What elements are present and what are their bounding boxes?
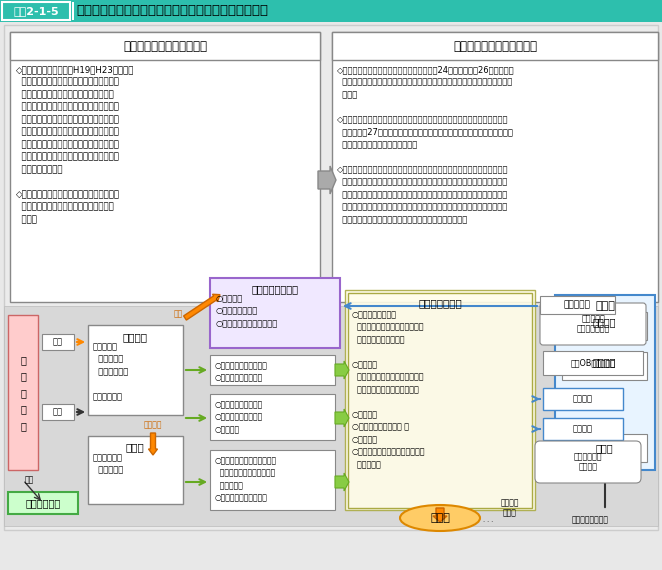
FancyBboxPatch shape [562, 352, 647, 380]
FancyBboxPatch shape [562, 312, 647, 340]
Text: …: … [482, 511, 495, 524]
FancyBboxPatch shape [88, 325, 183, 415]
FancyBboxPatch shape [2, 2, 70, 20]
Text: ○広報誌や商工団体への協力
  依頼による企業からの仕事
  の発注促進
○官公庫の発注促進など: ○広報誌や商工団体への協力 依頼による企業からの仕事 の発注促進 ○官公庫の発注… [215, 456, 277, 503]
Text: 共同受注窓口組織: 共同受注窓口組織 [252, 284, 299, 294]
Text: 工賃向上計画による取組み: 工賃向上計画による取組み [453, 39, 537, 52]
Text: 利用者: 利用者 [430, 513, 450, 523]
FancyBboxPatch shape [540, 296, 615, 314]
FancyBboxPatch shape [4, 306, 658, 526]
FancyArrow shape [433, 508, 447, 522]
FancyArrow shape [335, 409, 349, 427]
Text: ○窓口業務
○あっせん・仲介
○品質管理・技術的支援等: ○窓口業務 ○あっせん・仲介 ○品質管理・技術的支援等 [215, 294, 277, 328]
FancyBboxPatch shape [10, 32, 320, 60]
FancyBboxPatch shape [4, 25, 658, 530]
FancyBboxPatch shape [332, 32, 658, 302]
FancyBboxPatch shape [42, 404, 74, 420]
Text: 図表2-1-5: 図表2-1-5 [13, 6, 59, 16]
Text: ○仕事のあっせん・仲介
○仕事内容の情報提供: ○仕事のあっせん・仲介 ○仕事内容の情報提供 [215, 361, 268, 382]
Text: 連携: 連携 [25, 475, 34, 484]
Text: 都道府県: 都道府県 [122, 332, 148, 342]
Text: 就労支援事業所: 就労支援事業所 [418, 298, 462, 308]
Text: ハローワーク: ハローワーク [25, 498, 61, 508]
Text: 設置: 設置 [173, 310, 183, 319]
FancyBboxPatch shape [88, 436, 183, 504]
Text: 指針: 指針 [53, 408, 63, 417]
Text: ○コンサルタント派遣
○企業との交流の促進
○人材育成: ○コンサルタント派遣 ○企業との交流の促進 ○人材育成 [215, 400, 263, 434]
FancyBboxPatch shape [8, 492, 78, 514]
Text: 産業団体: 産業団体 [592, 357, 616, 367]
Text: ◇工賃倍増５か年計画（H19～H23）では、
  都道府県レベルでの計画作成・関係機関や
  商工団体等の関係者との連携体制の確立
  等に力点を置き、工賃向上: ◇工賃倍増５か年計画（H19～H23）では、 都道府県レベルでの計画作成・関係機… [16, 65, 134, 224]
FancyArrow shape [183, 294, 220, 320]
FancyArrow shape [335, 473, 349, 491]
FancyArrow shape [335, 361, 349, 379]
Ellipse shape [400, 505, 480, 531]
FancyBboxPatch shape [210, 278, 340, 348]
Text: 経済団体: 経済団体 [592, 317, 616, 327]
FancyBboxPatch shape [345, 290, 535, 510]
FancyBboxPatch shape [10, 32, 320, 302]
Text: 「工賃倍増５か年計画」と「工賃向上計画」について: 「工賃倍増５か年計画」と「工賃向上計画」について [76, 5, 268, 18]
FancyBboxPatch shape [543, 418, 623, 440]
FancyBboxPatch shape [562, 434, 647, 462]
FancyBboxPatch shape [543, 388, 623, 410]
Text: 企業と福祉の
交流の場: 企業と福祉の 交流の場 [574, 453, 602, 472]
Text: 産業界: 産業界 [595, 301, 615, 311]
Text: ○経営力育成・強化
  （工賃向上計画の策定及び管理
  者の意識向上を図る）

○技術向上
  （専門家による技術指導や経営
  指導のアドバイス等を行う）
: ○経営力育成・強化 （工賃向上計画の策定及び管理 者の意識向上を図る） ○技術向… [352, 310, 426, 469]
Text: 民間企業の
ノウハウを活用: 民間企業の ノウハウを活用 [577, 314, 610, 333]
Text: 補助: 補助 [53, 337, 63, 347]
Text: 仕事の発注: 仕事の発注 [563, 300, 591, 310]
Text: 協力依頼: 協力依頼 [144, 421, 162, 430]
Text: ・都道府県
  計画の作成
  （目標設定）

・事業所支援: ・都道府県 計画の作成 （目標設定） ・事業所支援 [93, 342, 128, 401]
Text: 一般就労移行促進: 一般就労移行促進 [571, 515, 608, 524]
FancyBboxPatch shape [540, 303, 646, 345]
Text: 発注促進: 発注促進 [573, 394, 593, 404]
FancyBboxPatch shape [210, 394, 335, 440]
FancyBboxPatch shape [535, 441, 641, 483]
Text: 購入促進: 購入促進 [573, 425, 593, 434]
FancyArrow shape [318, 166, 336, 194]
FancyBboxPatch shape [543, 351, 643, 375]
FancyBboxPatch shape [210, 355, 335, 385]
Text: 企　業: 企 業 [595, 443, 613, 453]
FancyBboxPatch shape [332, 32, 658, 60]
FancyArrow shape [148, 433, 158, 455]
FancyBboxPatch shape [0, 0, 662, 22]
FancyBboxPatch shape [72, 2, 74, 20]
FancyBboxPatch shape [8, 315, 38, 470]
Text: 工賃倍増５か年計画の課題: 工賃倍増５か年計画の課題 [123, 39, 207, 52]
FancyBboxPatch shape [42, 334, 74, 350]
Text: 市町村: 市町村 [126, 442, 144, 452]
FancyBboxPatch shape [210, 450, 335, 510]
Text: 工賃水準
の向上: 工賃水準 の向上 [500, 498, 519, 518]
Text: ・工賃向上に
  向けた支援: ・工賃向上に 向けた支援 [93, 453, 123, 474]
FancyBboxPatch shape [555, 295, 655, 470]
Text: 企業OBの送り出し: 企業OBの送り出し [571, 359, 616, 368]
Text: 厚
生
労
働
省: 厚 生 労 働 省 [20, 355, 26, 431]
Text: ◇全ての都道府県及び事業所において、平成24年度から平成26年度までの
  ３か年を対象とした「工賃向上計画」を策定し、工賃向上に向けた取組みを
  実施。

: ◇全ての都道府県及び事業所において、平成24年度から平成26年度までの ３か年を… [337, 65, 514, 224]
